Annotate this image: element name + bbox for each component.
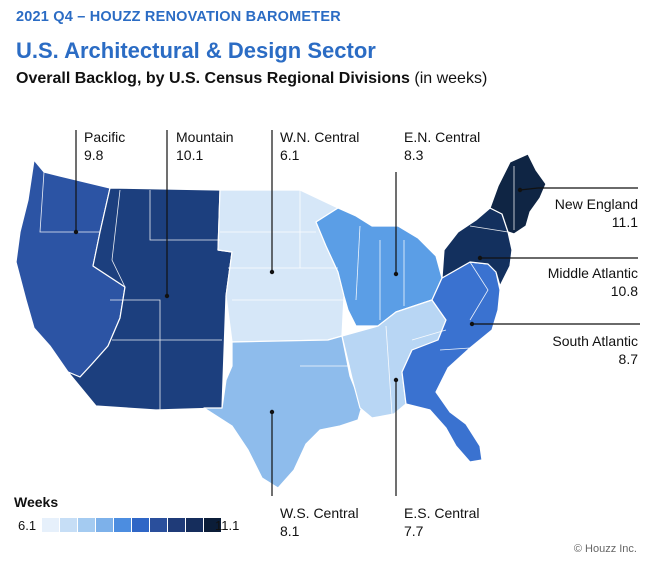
legend-min: 6.1 [18, 518, 37, 533]
label-mountain: Mountain 10.1 [176, 128, 234, 164]
label-en-central: E.N. Central 8.3 [404, 128, 480, 164]
label-es-central: E.S. Central 7.7 [404, 504, 479, 540]
label-south-atlantic-value: 8.7 [618, 351, 638, 367]
leader-dots [73, 187, 523, 415]
label-ws-central: W.S. Central 8.1 [280, 504, 359, 540]
label-new-england: New England 11.1 [530, 195, 638, 231]
label-pacific-value: 9.8 [84, 147, 104, 163]
legend-swatch [150, 518, 167, 532]
legend-swatch [60, 518, 77, 532]
subtitle-main: Overall Backlog, by U.S. Census Regional… [16, 70, 410, 87]
label-south-atlantic-name: South Atlantic [552, 333, 638, 349]
label-south-atlantic: South Atlantic 8.7 [520, 332, 638, 368]
label-new-england-value: 11.1 [611, 214, 638, 230]
region-wn-central [217, 189, 345, 343]
legend-swatch [114, 518, 131, 532]
label-wn-central: W.N. Central 6.1 [280, 128, 359, 164]
legend-swatch [96, 518, 113, 532]
label-es-central-name: E.S. Central [404, 505, 480, 521]
subtitle: Overall Backlog, by U.S. Census Regional… [16, 70, 487, 88]
region-ws-central [203, 335, 363, 489]
label-mountain-name: Mountain [176, 129, 234, 145]
label-wn-central-name: W.N. Central [280, 129, 360, 145]
label-middle-atlantic-name: Middle Atlantic [547, 265, 638, 281]
legend-swatch [78, 518, 95, 532]
label-es-central-value: 7.7 [404, 523, 424, 539]
legend-max: 11.1 [215, 518, 240, 533]
label-new-england-name: New England [554, 196, 638, 212]
region-middle-atlantic [441, 207, 513, 287]
legend-swatch [168, 518, 185, 532]
leader-lines [75, 130, 640, 496]
label-ws-central-name: W.S. Central [280, 505, 359, 521]
label-middle-atlantic: Middle Atlantic 10.8 [510, 264, 638, 300]
label-pacific: Pacific 9.8 [84, 128, 125, 164]
legend-swatch [186, 518, 203, 532]
copyright: © Houzz Inc. [573, 543, 637, 555]
kicker: 2021 Q4 – HOUZZ RENOVATION BAROMETER [16, 9, 341, 25]
legend-color-scale [42, 518, 222, 532]
label-middle-atlantic-value: 10.8 [610, 283, 638, 299]
label-pacific-name: Pacific [84, 129, 126, 145]
label-en-central-value: 8.3 [404, 147, 424, 163]
label-wn-central-value: 6.1 [280, 147, 300, 163]
label-en-central-name: E.N. Central [404, 129, 481, 145]
legend-swatch [204, 518, 221, 532]
label-ws-central-value: 8.1 [280, 523, 300, 539]
page-title: U.S. Architectural & Design Sector [16, 38, 376, 63]
label-mountain-value: 10.1 [176, 147, 204, 163]
legend-title: Weeks [14, 494, 59, 510]
subtitle-unit: (in weeks) [414, 70, 488, 87]
legend-swatch [132, 518, 149, 532]
legend-swatch [42, 518, 59, 532]
